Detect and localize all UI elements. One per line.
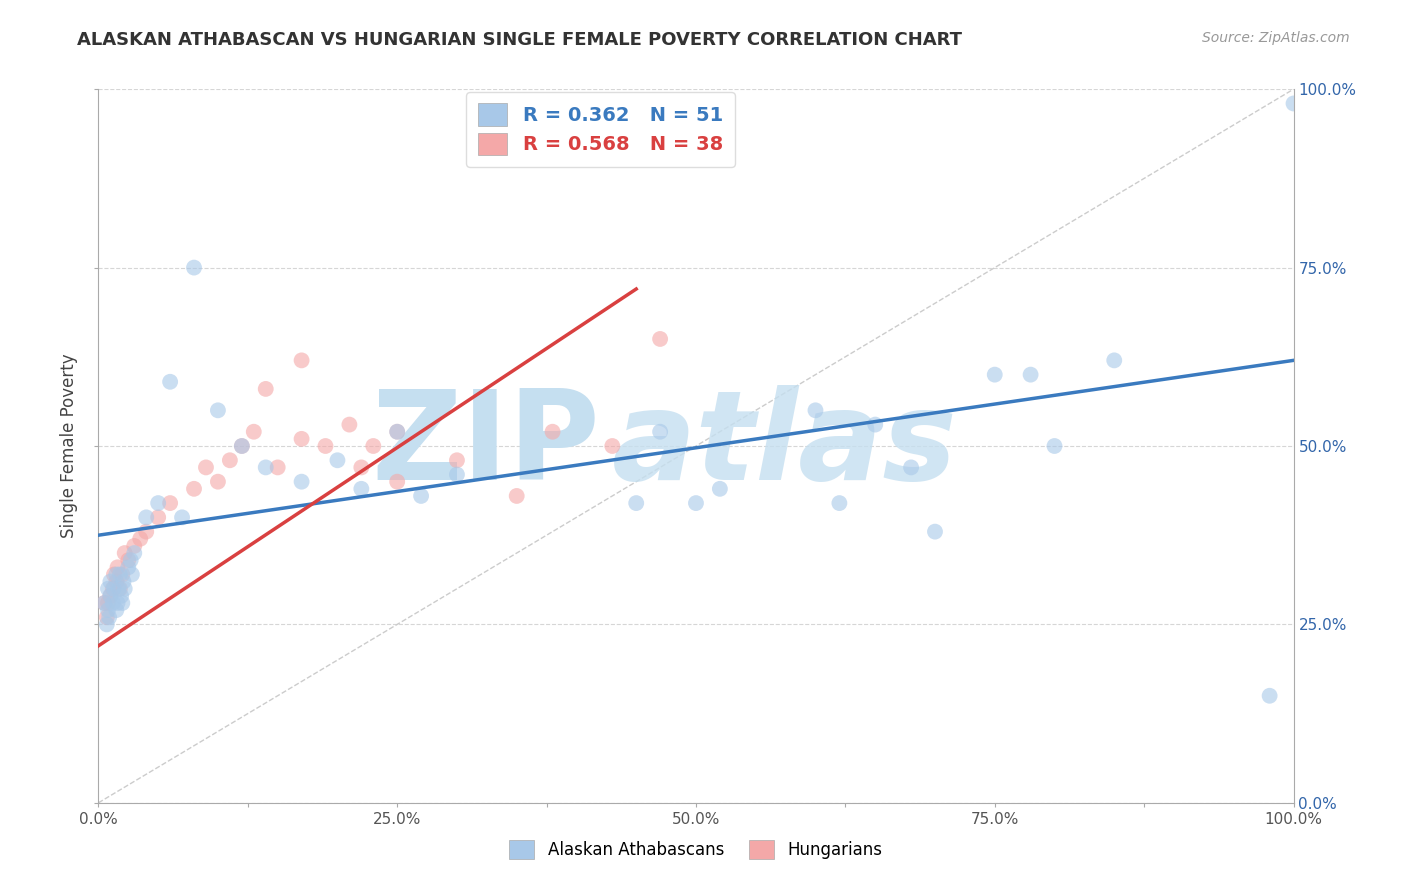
Point — [135, 510, 157, 524]
Point — [93, 596, 115, 610]
Point — [291, 475, 314, 489]
Text: ZIP: ZIP — [371, 385, 600, 507]
Point — [124, 539, 146, 553]
Point — [291, 353, 314, 368]
Text: atlas: atlas — [613, 385, 957, 507]
Point — [350, 482, 373, 496]
Point — [219, 453, 242, 467]
Point — [648, 332, 672, 346]
Point — [105, 567, 128, 582]
Point — [98, 610, 121, 624]
Point — [291, 432, 314, 446]
Point — [148, 496, 170, 510]
Point — [108, 582, 131, 596]
Point — [709, 482, 731, 496]
Point — [602, 439, 624, 453]
Point — [183, 482, 205, 496]
Point — [1104, 353, 1126, 368]
Point — [98, 589, 122, 603]
Point — [385, 475, 409, 489]
Point — [101, 596, 124, 610]
Text: ALASKAN ATHABASCAN VS HUNGARIAN SINGLE FEMALE POVERTY CORRELATION CHART: ALASKAN ATHABASCAN VS HUNGARIAN SINGLE F… — [77, 31, 962, 49]
Point — [195, 460, 218, 475]
Point — [385, 425, 409, 439]
Point — [315, 439, 337, 453]
Point — [114, 582, 136, 596]
Point — [626, 496, 648, 510]
Point — [103, 567, 125, 582]
Point — [97, 596, 120, 610]
Point — [254, 460, 277, 475]
Point — [97, 603, 120, 617]
Point — [363, 439, 385, 453]
Point — [110, 589, 132, 603]
Point — [900, 460, 922, 475]
Point — [117, 553, 139, 567]
Point — [865, 417, 887, 432]
Point — [101, 582, 124, 596]
Point — [924, 524, 946, 539]
Point — [96, 610, 118, 624]
Point — [96, 617, 118, 632]
Point — [350, 460, 373, 475]
Point — [112, 574, 135, 589]
Point — [135, 524, 157, 539]
Point — [148, 510, 170, 524]
Point — [129, 532, 152, 546]
Point — [117, 560, 139, 574]
Point — [446, 453, 468, 467]
Point — [1282, 96, 1305, 111]
Point — [685, 496, 707, 510]
Point — [267, 460, 290, 475]
Point — [183, 260, 205, 275]
Point — [111, 567, 134, 582]
Point — [1043, 439, 1066, 453]
Point — [108, 567, 131, 582]
Point — [804, 403, 827, 417]
Point — [828, 496, 851, 510]
Point — [385, 425, 409, 439]
Point — [107, 596, 129, 610]
Point — [446, 467, 468, 482]
Point — [339, 417, 361, 432]
Point — [105, 574, 128, 589]
Point — [207, 475, 229, 489]
Point — [231, 439, 253, 453]
Point — [107, 582, 129, 596]
Point — [506, 489, 529, 503]
Point — [124, 546, 146, 560]
Y-axis label: Single Female Poverty: Single Female Poverty — [60, 354, 79, 538]
Point — [172, 510, 194, 524]
Point — [111, 596, 134, 610]
Point — [1019, 368, 1042, 382]
Point — [121, 567, 143, 582]
Point — [159, 375, 181, 389]
Point — [231, 439, 253, 453]
Point — [93, 596, 115, 610]
Point — [984, 368, 1007, 382]
Point — [98, 589, 122, 603]
Point — [411, 489, 433, 503]
Point — [648, 425, 672, 439]
Point — [243, 425, 266, 439]
Point — [541, 425, 564, 439]
Point — [1258, 689, 1281, 703]
Point — [254, 382, 277, 396]
Point — [120, 553, 142, 567]
Point — [207, 403, 229, 417]
Text: Source: ZipAtlas.com: Source: ZipAtlas.com — [1202, 31, 1350, 45]
Point — [105, 603, 128, 617]
Point — [97, 582, 120, 596]
Legend: Alaskan Athabascans, Hungarians: Alaskan Athabascans, Hungarians — [503, 833, 889, 866]
Point — [114, 546, 136, 560]
Point — [98, 574, 122, 589]
Point — [103, 582, 125, 596]
Point — [107, 560, 129, 574]
Point — [159, 496, 181, 510]
Point — [326, 453, 349, 467]
